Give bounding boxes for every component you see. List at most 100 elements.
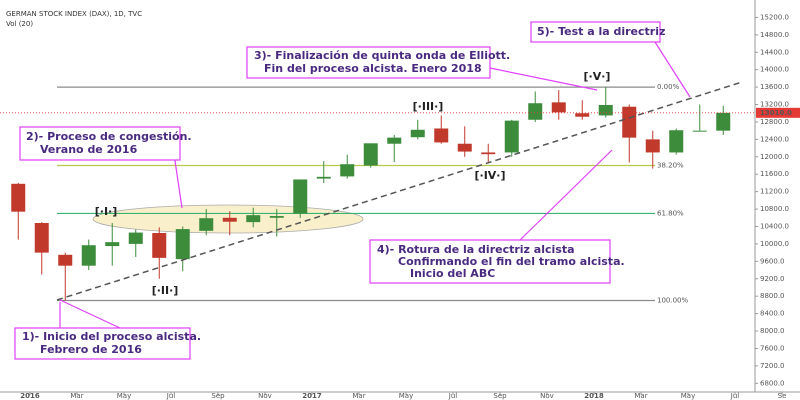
candle-body bbox=[199, 218, 214, 231]
annotation-arrow bbox=[59, 299, 121, 329]
y-tick-label: 10000.0 bbox=[760, 240, 789, 248]
candle-body bbox=[716, 112, 731, 131]
annotation-box bbox=[19, 126, 181, 161]
wave-label: [·IV·] bbox=[474, 169, 505, 182]
wave-label: [·V·] bbox=[584, 70, 611, 83]
last-price-label: 13010.0 bbox=[760, 109, 792, 117]
y-tick-label: 9600.0 bbox=[760, 257, 785, 265]
x-tick-label: Se bbox=[778, 392, 787, 400]
x-tick-label: Sep bbox=[211, 392, 225, 400]
x-tick-label: Mar bbox=[70, 392, 83, 400]
last-price-tag bbox=[756, 107, 800, 118]
axes: 6800.0 7200.0 7600.0 8000.0 8400.0 8800.0 9200… bbox=[0, 13, 800, 400]
y-tick-label: 14400.0 bbox=[760, 48, 789, 56]
x-tick-label: 2017 bbox=[302, 392, 322, 400]
candle-body bbox=[105, 242, 120, 247]
x-tick-label: Nov bbox=[258, 392, 272, 400]
candle-body bbox=[128, 232, 143, 244]
candle-body bbox=[457, 143, 472, 152]
fib-label: 100.00% bbox=[657, 297, 688, 305]
candle-body bbox=[81, 245, 96, 266]
y-tick-label: 14800.0 bbox=[760, 31, 789, 39]
candle-body bbox=[551, 102, 566, 113]
y-tick-label: 8000.0 bbox=[760, 327, 785, 335]
candle-body bbox=[269, 216, 284, 218]
candle-body bbox=[692, 130, 707, 132]
annotation-box bbox=[246, 46, 491, 79]
x-tick-label: May bbox=[399, 392, 413, 400]
chart-title: GERMAN STOCK INDEX (DAX), 1D, TVC bbox=[6, 10, 142, 18]
candles bbox=[11, 87, 731, 301]
x-tick-label: Jul bbox=[730, 392, 740, 400]
y-tick-label: 6800.0 bbox=[760, 379, 785, 387]
y-tick-label: 11600.0 bbox=[760, 170, 789, 178]
x-tick-label: Jul bbox=[448, 392, 458, 400]
wave-label: [·II·] bbox=[152, 284, 179, 297]
candle-body bbox=[340, 164, 355, 177]
wave-label: [·III·] bbox=[413, 100, 444, 113]
y-tick-label: 12000.0 bbox=[760, 153, 789, 161]
y-tick-label: 11200.0 bbox=[760, 188, 789, 196]
y-tick-label: 12800.0 bbox=[760, 118, 789, 126]
y-tick-label: 15200.0 bbox=[760, 13, 789, 21]
annotation-box bbox=[369, 239, 611, 284]
annotation-box bbox=[530, 21, 661, 43]
y-tick-label: 10400.0 bbox=[760, 222, 789, 230]
candle-body bbox=[316, 176, 331, 179]
annotation-text: 2)- Proceso de congestión. bbox=[26, 130, 192, 143]
candle-body bbox=[528, 103, 543, 120]
fib-label: 0.00% bbox=[657, 83, 680, 91]
y-tick-label: 9200.0 bbox=[760, 275, 785, 283]
y-tick-label: 10800.0 bbox=[760, 205, 789, 213]
x-tick-label: Sep bbox=[493, 392, 507, 400]
annotation-arrow bbox=[489, 67, 598, 91]
candle-body bbox=[34, 223, 49, 253]
annotation-box bbox=[14, 327, 191, 360]
chart-subtitle: Vol (20) bbox=[6, 20, 33, 28]
fib-label: 38.20% bbox=[657, 162, 684, 170]
candle-body bbox=[645, 139, 660, 153]
annotation-text: Fin del proceso alcista. Enero 2018 bbox=[264, 62, 482, 75]
candle-body bbox=[152, 233, 167, 258]
x-tick-label: Mar bbox=[352, 392, 365, 400]
y-tick-label: 13600.0 bbox=[760, 83, 789, 91]
x-tick-label: Jul bbox=[166, 392, 176, 400]
annotation-text: Confirmando el fin del tramo alcista. bbox=[398, 255, 625, 268]
x-tick-label: Nov bbox=[540, 392, 554, 400]
annotation-arrow bbox=[654, 41, 691, 98]
candle-body bbox=[222, 217, 237, 222]
candle-body bbox=[622, 106, 637, 138]
annotation-text: 4)- Rotura de la directriz alcista bbox=[377, 243, 575, 256]
fib-label: 61.80% bbox=[657, 209, 684, 217]
candle-body bbox=[11, 183, 26, 212]
y-tick-label: 13200.0 bbox=[760, 101, 789, 109]
x-tick-label: May bbox=[117, 392, 131, 400]
y-tick-label: 12400.0 bbox=[760, 135, 789, 143]
y-tick-label: 8400.0 bbox=[760, 310, 785, 318]
candle-body bbox=[669, 130, 684, 153]
y-tick-label: 8800.0 bbox=[760, 292, 785, 300]
x-tick-label: Mar bbox=[634, 392, 647, 400]
annotation-text: Febrero de 2016 bbox=[40, 343, 142, 356]
candle-body bbox=[504, 120, 519, 153]
annotation-text: 5)- Test a la directriz bbox=[537, 25, 665, 38]
x-tick-label: 2016 bbox=[20, 392, 40, 400]
fib-levels: 0.00% 38.20% 61.80% 100.00% bbox=[57, 83, 688, 305]
candle-body bbox=[58, 254, 73, 266]
candle-body bbox=[434, 128, 449, 143]
annotation-text: Inicio del ABC bbox=[410, 267, 495, 280]
wave-label: [·I·] bbox=[95, 205, 118, 218]
candle-body bbox=[410, 129, 425, 138]
x-tick-label: 2018 bbox=[584, 392, 604, 400]
candle-body bbox=[481, 152, 496, 155]
x-tick-label: May bbox=[681, 392, 695, 400]
candle-body bbox=[598, 104, 613, 116]
candle-body bbox=[175, 229, 190, 260]
y-tick-label: 7200.0 bbox=[760, 362, 785, 370]
candle-body bbox=[363, 143, 378, 166]
annotation-text: 1)- Inicio del proceso alcista. bbox=[22, 330, 201, 343]
candle-body bbox=[575, 113, 590, 117]
annotation-text: Verano de 2016 bbox=[40, 143, 138, 156]
annotation-text: 3)- Finalización de quinta onda de Ellio… bbox=[254, 49, 510, 62]
